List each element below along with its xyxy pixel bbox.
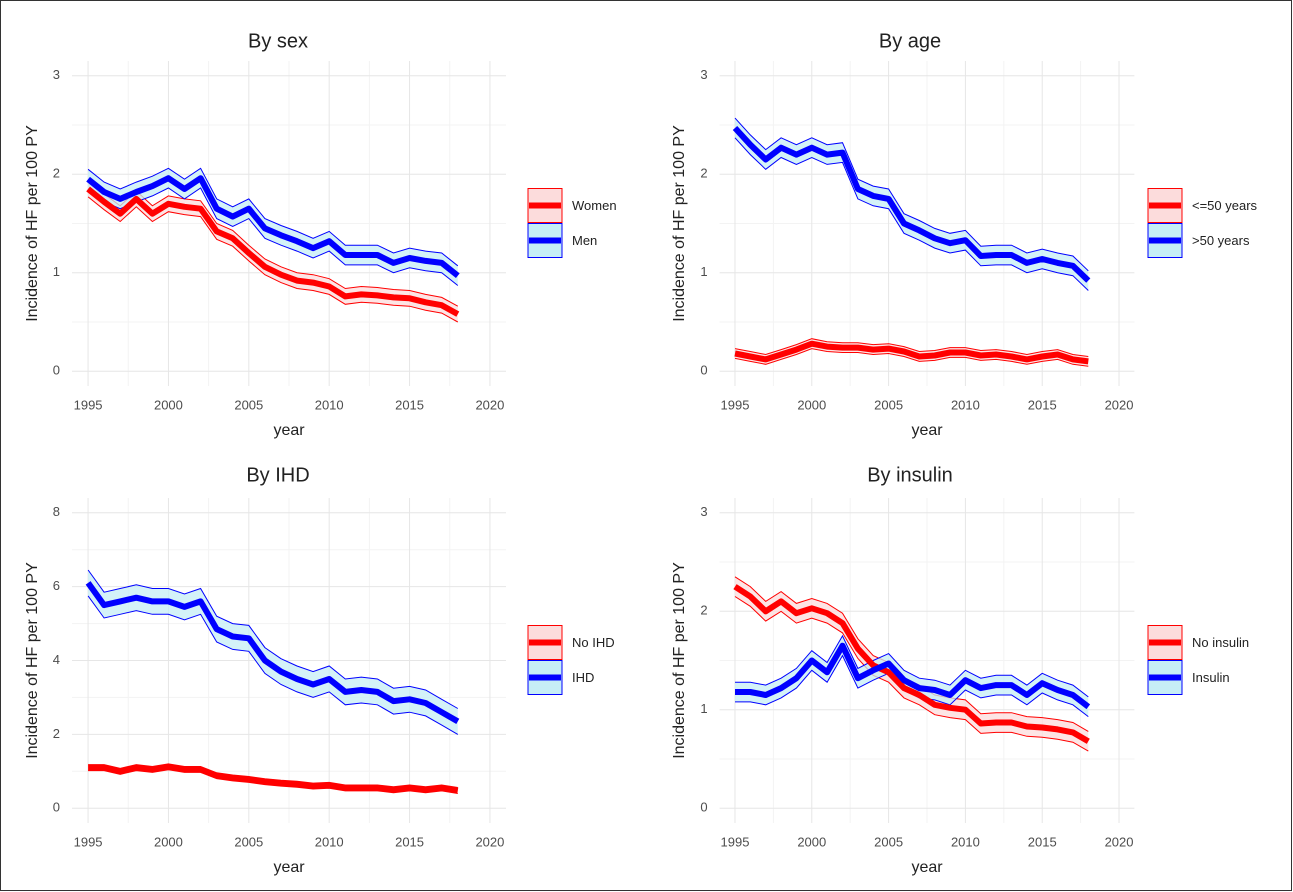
band-upper-edge	[734, 338, 1089, 357]
x-tick-label: 2005	[234, 397, 263, 412]
x-axis-label: year	[911, 422, 943, 439]
x-tick-label: 2010	[951, 397, 980, 412]
y-tick-label: 2	[53, 726, 60, 741]
x-tick-label: 1995	[721, 397, 750, 412]
x-tick-label: 2015	[395, 397, 424, 412]
y-tick-label: 0	[53, 363, 60, 378]
x-tick-label: 2020	[475, 834, 504, 849]
band-lower-edge	[87, 595, 459, 735]
band-lower-edge	[734, 137, 1089, 291]
confidence-band	[735, 118, 1089, 291]
x-axis-label: year	[273, 422, 305, 439]
y-tick-label: 6	[53, 578, 60, 593]
confidence-band	[735, 576, 1089, 752]
y-tick-label: 0	[700, 800, 707, 815]
y-axis-label: Incidence of HF per 100 PY	[24, 125, 41, 322]
x-tick-label: 2005	[234, 834, 263, 849]
legend-label: No insulin	[1192, 635, 1249, 650]
x-axis-label: year	[273, 859, 305, 876]
series-line	[732, 125, 1091, 283]
legend-label: Insulin	[1192, 670, 1230, 685]
chart-title: By sex	[248, 30, 308, 52]
y-tick-label: 2	[700, 166, 707, 181]
y-axis-label: Incidence of HF per 100 PY	[671, 562, 688, 759]
legend-label: >50 years	[1192, 233, 1250, 248]
band-lower-edge	[734, 348, 1089, 367]
series-line	[86, 175, 460, 279]
legend-label: No IHD	[572, 635, 615, 650]
x-tick-label: 1995	[721, 834, 750, 849]
band-upper-edge	[735, 634, 1089, 698]
band-upper-edge	[87, 167, 459, 267]
confidence-band	[735, 635, 1089, 717]
x-tick-label: 2000	[154, 397, 183, 412]
legend-label: IHD	[572, 670, 594, 685]
y-tick-label: 3	[700, 67, 707, 82]
legend-label: Men	[572, 233, 597, 248]
y-tick-label: 3	[53, 67, 60, 82]
y-tick-label: 1	[700, 264, 707, 279]
x-tick-label: 2020	[475, 397, 504, 412]
legend-label: Women	[572, 198, 617, 213]
x-tick-label: 2015	[395, 834, 424, 849]
band-lower-edge	[87, 196, 459, 323]
x-tick-label: 2010	[315, 397, 344, 412]
x-tick-label: 1995	[74, 834, 103, 849]
series-line	[734, 340, 1089, 365]
y-tick-label: 8	[53, 504, 60, 519]
x-axis-label: year	[911, 859, 943, 876]
y-axis-label: Incidence of HF per 100 PY	[671, 125, 688, 322]
series-line	[86, 186, 460, 317]
band-upper-edge	[87, 569, 459, 709]
y-tick-label: 1	[53, 264, 60, 279]
x-tick-label: 1995	[74, 397, 103, 412]
y-tick-label: 0	[53, 800, 60, 815]
y-tick-label: 0	[700, 363, 707, 378]
x-tick-label: 2005	[874, 834, 903, 849]
y-tick-label: 2	[53, 166, 60, 181]
band-upper-edge	[87, 180, 459, 307]
y-tick-label: 3	[700, 504, 707, 519]
chart-title: By age	[879, 30, 941, 52]
x-tick-label: 2000	[797, 834, 826, 849]
x-tick-label: 2000	[154, 834, 183, 849]
y-tick-label: 1	[700, 701, 707, 716]
x-tick-label: 2015	[1028, 834, 1057, 849]
x-tick-label: 2015	[1028, 397, 1057, 412]
x-tick-label: 2000	[797, 397, 826, 412]
x-tick-label: 2010	[315, 834, 344, 849]
y-axis-label: Incidence of HF per 100 PY	[24, 562, 41, 759]
x-tick-label: 2020	[1105, 834, 1134, 849]
chart-title: By insulin	[867, 464, 953, 486]
series-line	[85, 581, 460, 725]
series-line	[735, 642, 1091, 710]
series-line	[733, 584, 1090, 744]
chart-title: By IHD	[246, 464, 309, 486]
band-lower-edge	[734, 596, 1089, 752]
band-lower-edge	[87, 187, 459, 286]
series-line	[88, 763, 459, 794]
legend-label: <=50 years	[1192, 198, 1258, 213]
band-upper-edge	[734, 117, 1089, 272]
x-tick-label: 2020	[1105, 397, 1134, 412]
y-tick-label: 2	[700, 603, 707, 618]
x-tick-label: 2005	[874, 397, 903, 412]
x-tick-label: 2010	[951, 834, 980, 849]
y-tick-label: 4	[53, 652, 60, 667]
